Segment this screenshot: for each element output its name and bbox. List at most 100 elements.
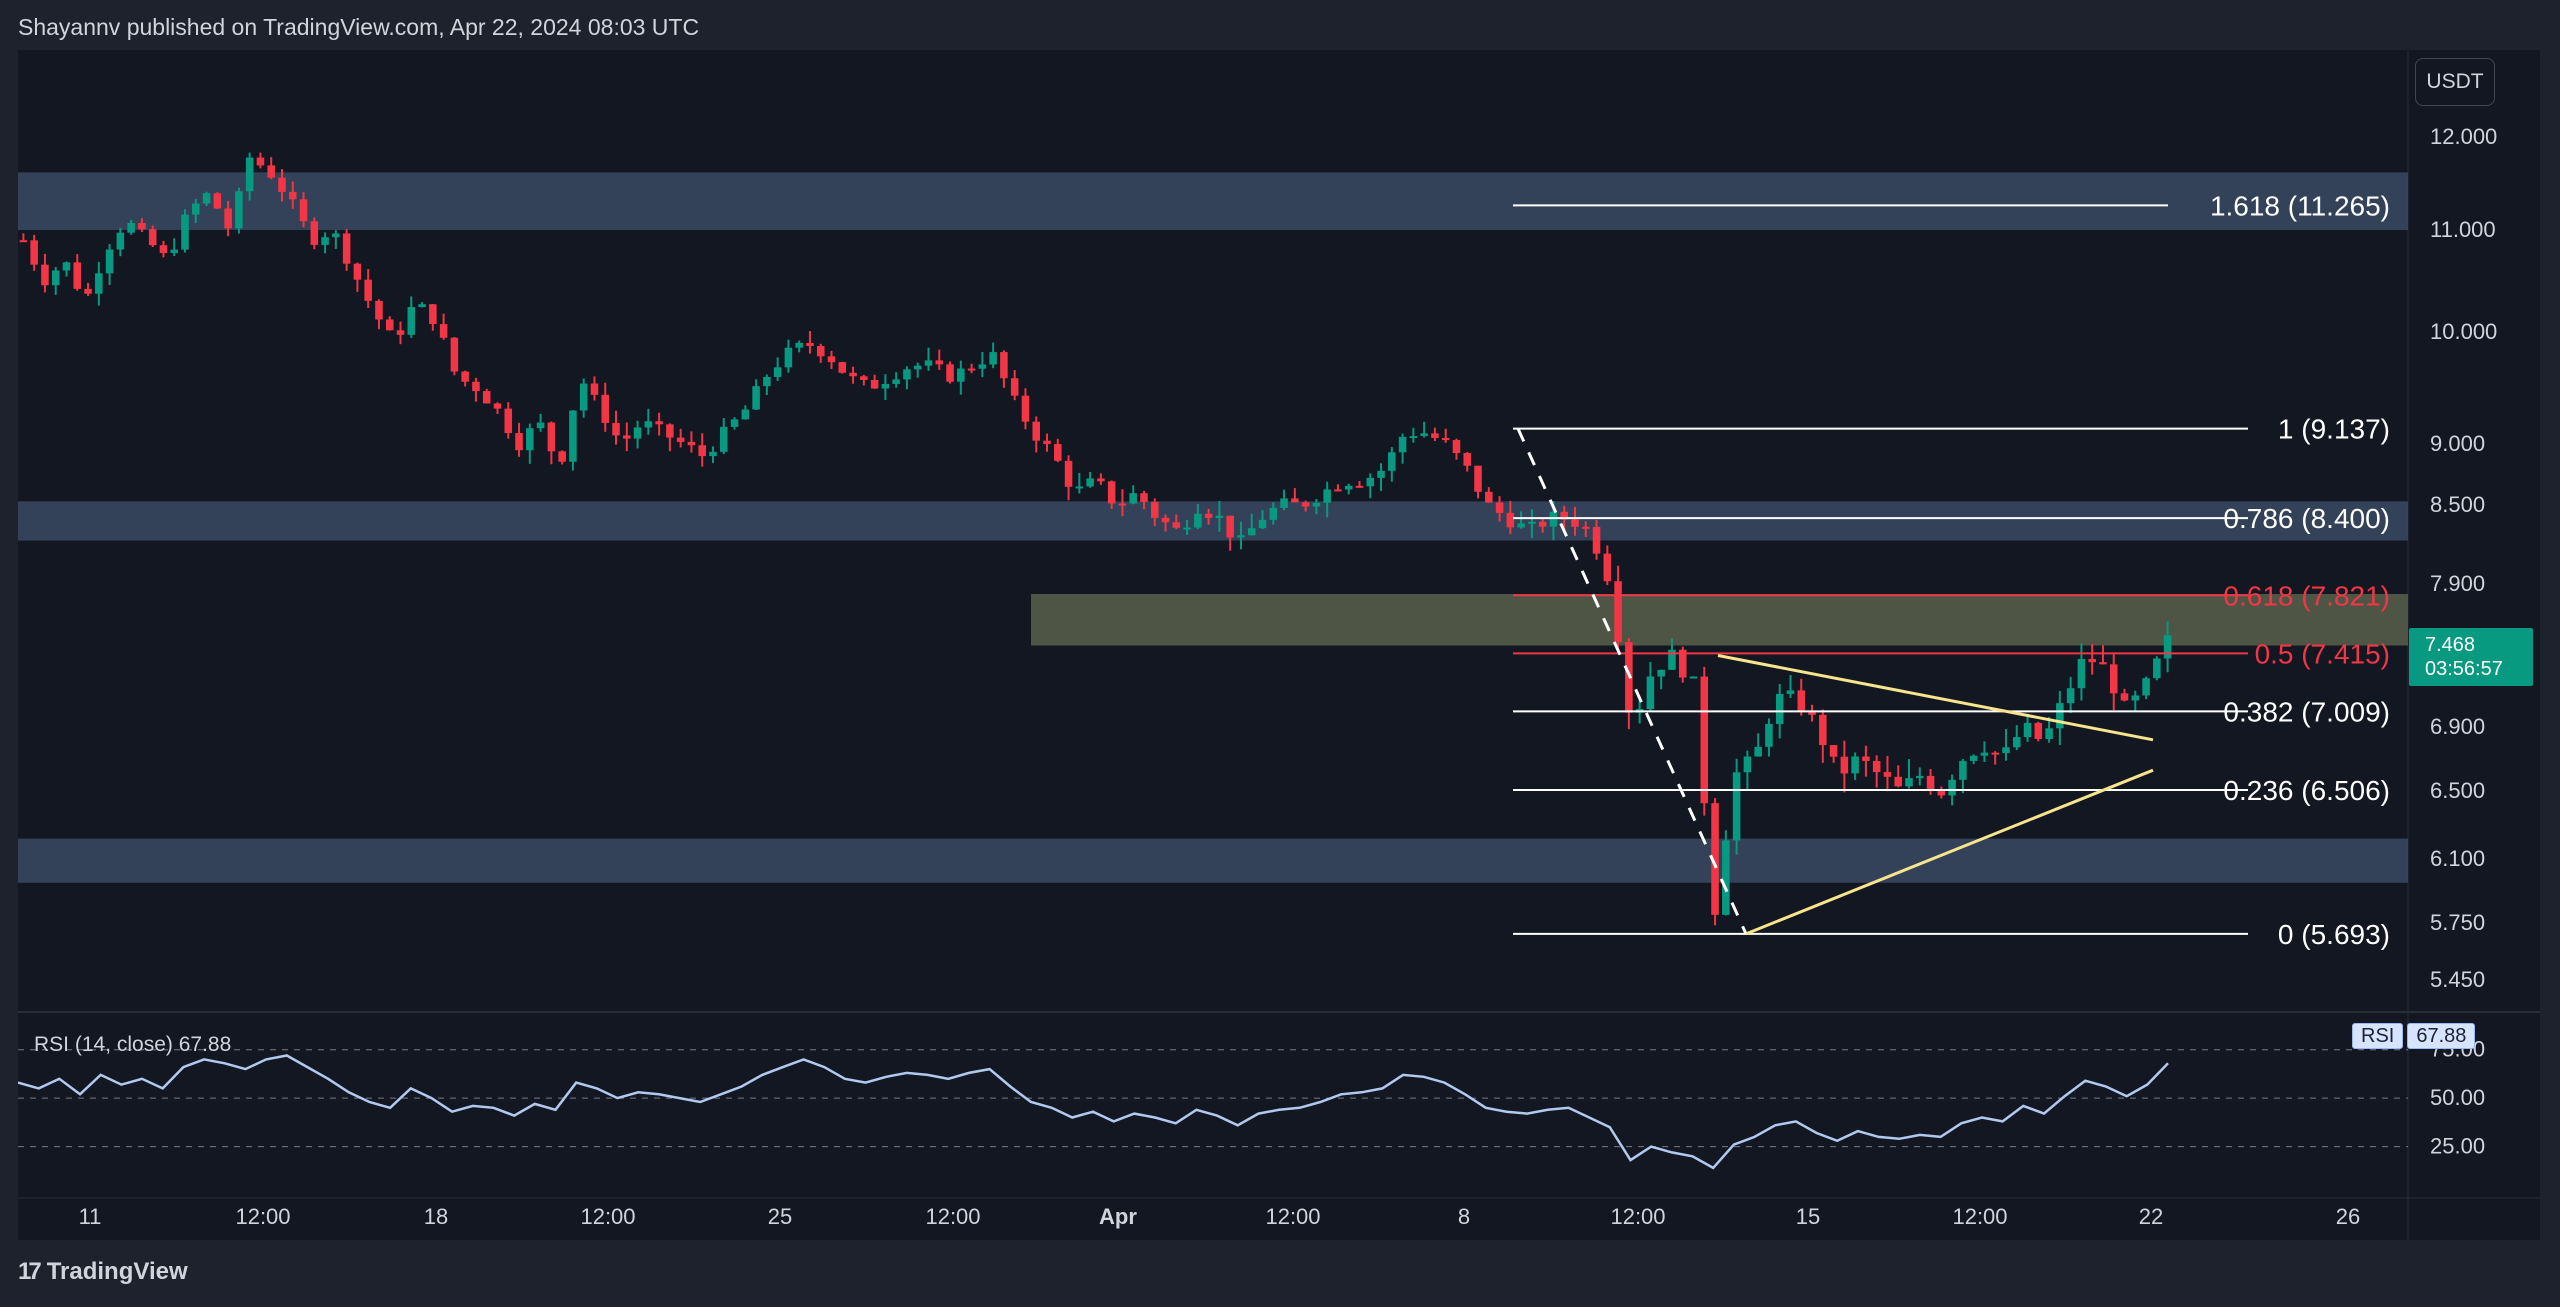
rsi-value-badge: RSI 67.88 — [2352, 1023, 2476, 1049]
candle-body — [644, 421, 653, 428]
candle-body — [450, 337, 459, 372]
fib-label-0: 0 (5.693) — [2278, 919, 2390, 950]
candle-body — [687, 441, 696, 446]
candle-body — [342, 233, 351, 264]
candle-body — [1204, 513, 1213, 518]
candle-body — [1894, 776, 1903, 787]
candle-body — [709, 451, 717, 457]
candle-body — [601, 394, 610, 423]
zone-support — [18, 838, 2408, 883]
candle-body — [2002, 747, 2010, 754]
price-tick-label: 5.450 — [2430, 967, 2485, 992]
candle-body — [903, 369, 911, 380]
candle-body — [2088, 658, 2096, 663]
fib-label-0.236: 0.236 (6.506) — [2223, 775, 2390, 806]
candle-body — [95, 273, 103, 294]
candle-group — [19, 152, 2172, 926]
candle-body — [1538, 521, 1547, 527]
fib-label-0.618: 0.618 (7.821) — [2223, 580, 2390, 611]
candle-body — [138, 222, 146, 230]
candle-body — [429, 304, 437, 325]
candle-body — [1054, 444, 1062, 461]
rsi-badge-value: 67.88 — [2407, 1023, 2476, 1049]
candle-body — [2034, 722, 2043, 739]
candle-body — [1194, 513, 1202, 528]
candle-body — [2099, 662, 2107, 665]
chart-frame[interactable]: 12.000 11.000 10.000 9.000 8.500 7.900 6.900 6.… — [18, 50, 2540, 1240]
price-tick-label: 6.900 — [2430, 714, 2485, 739]
fib-label-0.382: 0.382 (7.009) — [2223, 696, 2390, 727]
candle-body — [1485, 491, 1493, 503]
candle-body — [84, 288, 92, 294]
candle-body — [1215, 515, 1224, 518]
candle-body — [1118, 503, 1127, 506]
candle-body — [838, 362, 847, 373]
candle-body — [1452, 440, 1461, 454]
candle-body — [623, 435, 631, 439]
tradingview-brand[interactable]: 17 TradingView — [18, 1258, 188, 1286]
triangle-lower-line — [1745, 768, 2154, 936]
candle-body — [1043, 440, 1051, 445]
candle-body — [1344, 485, 1353, 490]
candle-body — [1905, 778, 1913, 787]
candle-body — [1021, 395, 1030, 422]
price-tick-label: 6.500 — [2430, 778, 2485, 803]
candle-body — [1355, 485, 1364, 488]
candle-body — [1420, 433, 1428, 437]
candle-body — [1075, 486, 1084, 489]
candle-body — [763, 376, 771, 387]
candle-body — [1786, 690, 1795, 694]
candle-body — [515, 433, 523, 451]
candle-body — [1560, 511, 1568, 520]
brand-name: TradingView — [46, 1258, 188, 1285]
candle-body — [1700, 676, 1709, 804]
candle-body — [256, 157, 265, 166]
candle-body — [849, 372, 857, 377]
candle-body — [461, 371, 469, 382]
time-tick-label: 25 — [768, 1204, 792, 1229]
candle-body — [2153, 658, 2161, 679]
candle-body — [1301, 502, 1310, 507]
candle-body — [439, 324, 448, 338]
tradingview-logo-icon: 17 — [18, 1258, 42, 1285]
candle-body — [1689, 676, 1698, 679]
candle-body — [1603, 553, 1612, 582]
candle-body — [235, 191, 243, 229]
candle-body — [1129, 493, 1137, 504]
candle-body — [1571, 519, 1579, 527]
candle-body — [1183, 527, 1191, 530]
candle-body — [526, 428, 534, 451]
candle-body — [1678, 649, 1687, 678]
last-price-value: 7.468 — [2425, 634, 2476, 656]
candle-body — [1980, 752, 1989, 756]
chart-canvas[interactable]: 12.000 11.000 10.000 9.000 8.500 7.900 6.900 6.… — [18, 50, 2540, 1240]
candle-body — [192, 203, 200, 215]
candle-body — [547, 422, 556, 452]
price-tick-label: 6.100 — [2430, 846, 2485, 871]
candle-body — [1280, 498, 1288, 508]
candle-body — [967, 368, 976, 371]
candle-body — [504, 408, 513, 434]
currency-button[interactable]: USDT — [2415, 58, 2495, 106]
time-tick-label: 8 — [1458, 1204, 1470, 1229]
candle-body — [2077, 658, 2086, 689]
candle-body — [159, 245, 168, 254]
candle-body — [213, 193, 222, 209]
candle-body — [2120, 693, 2129, 701]
candle-body — [924, 360, 933, 366]
candle-body — [860, 376, 868, 380]
time-tick-label: 12:00 — [235, 1204, 290, 1229]
candle-body — [827, 356, 836, 363]
candle-body — [1581, 526, 1590, 529]
candle-body — [1107, 481, 1116, 504]
time-tick-label: 15 — [1796, 1204, 1820, 1229]
candle-body — [881, 383, 890, 389]
time-tick-label: 12:00 — [580, 1204, 635, 1229]
zone-resistance — [18, 172, 2408, 230]
candle-body — [784, 347, 793, 368]
candle-body — [353, 263, 362, 280]
price-tick-label: 11.000 — [2430, 217, 2496, 242]
candle-body — [1668, 649, 1676, 670]
time-tick-label: 12:00 — [925, 1204, 980, 1229]
candle-body — [1097, 478, 1105, 482]
